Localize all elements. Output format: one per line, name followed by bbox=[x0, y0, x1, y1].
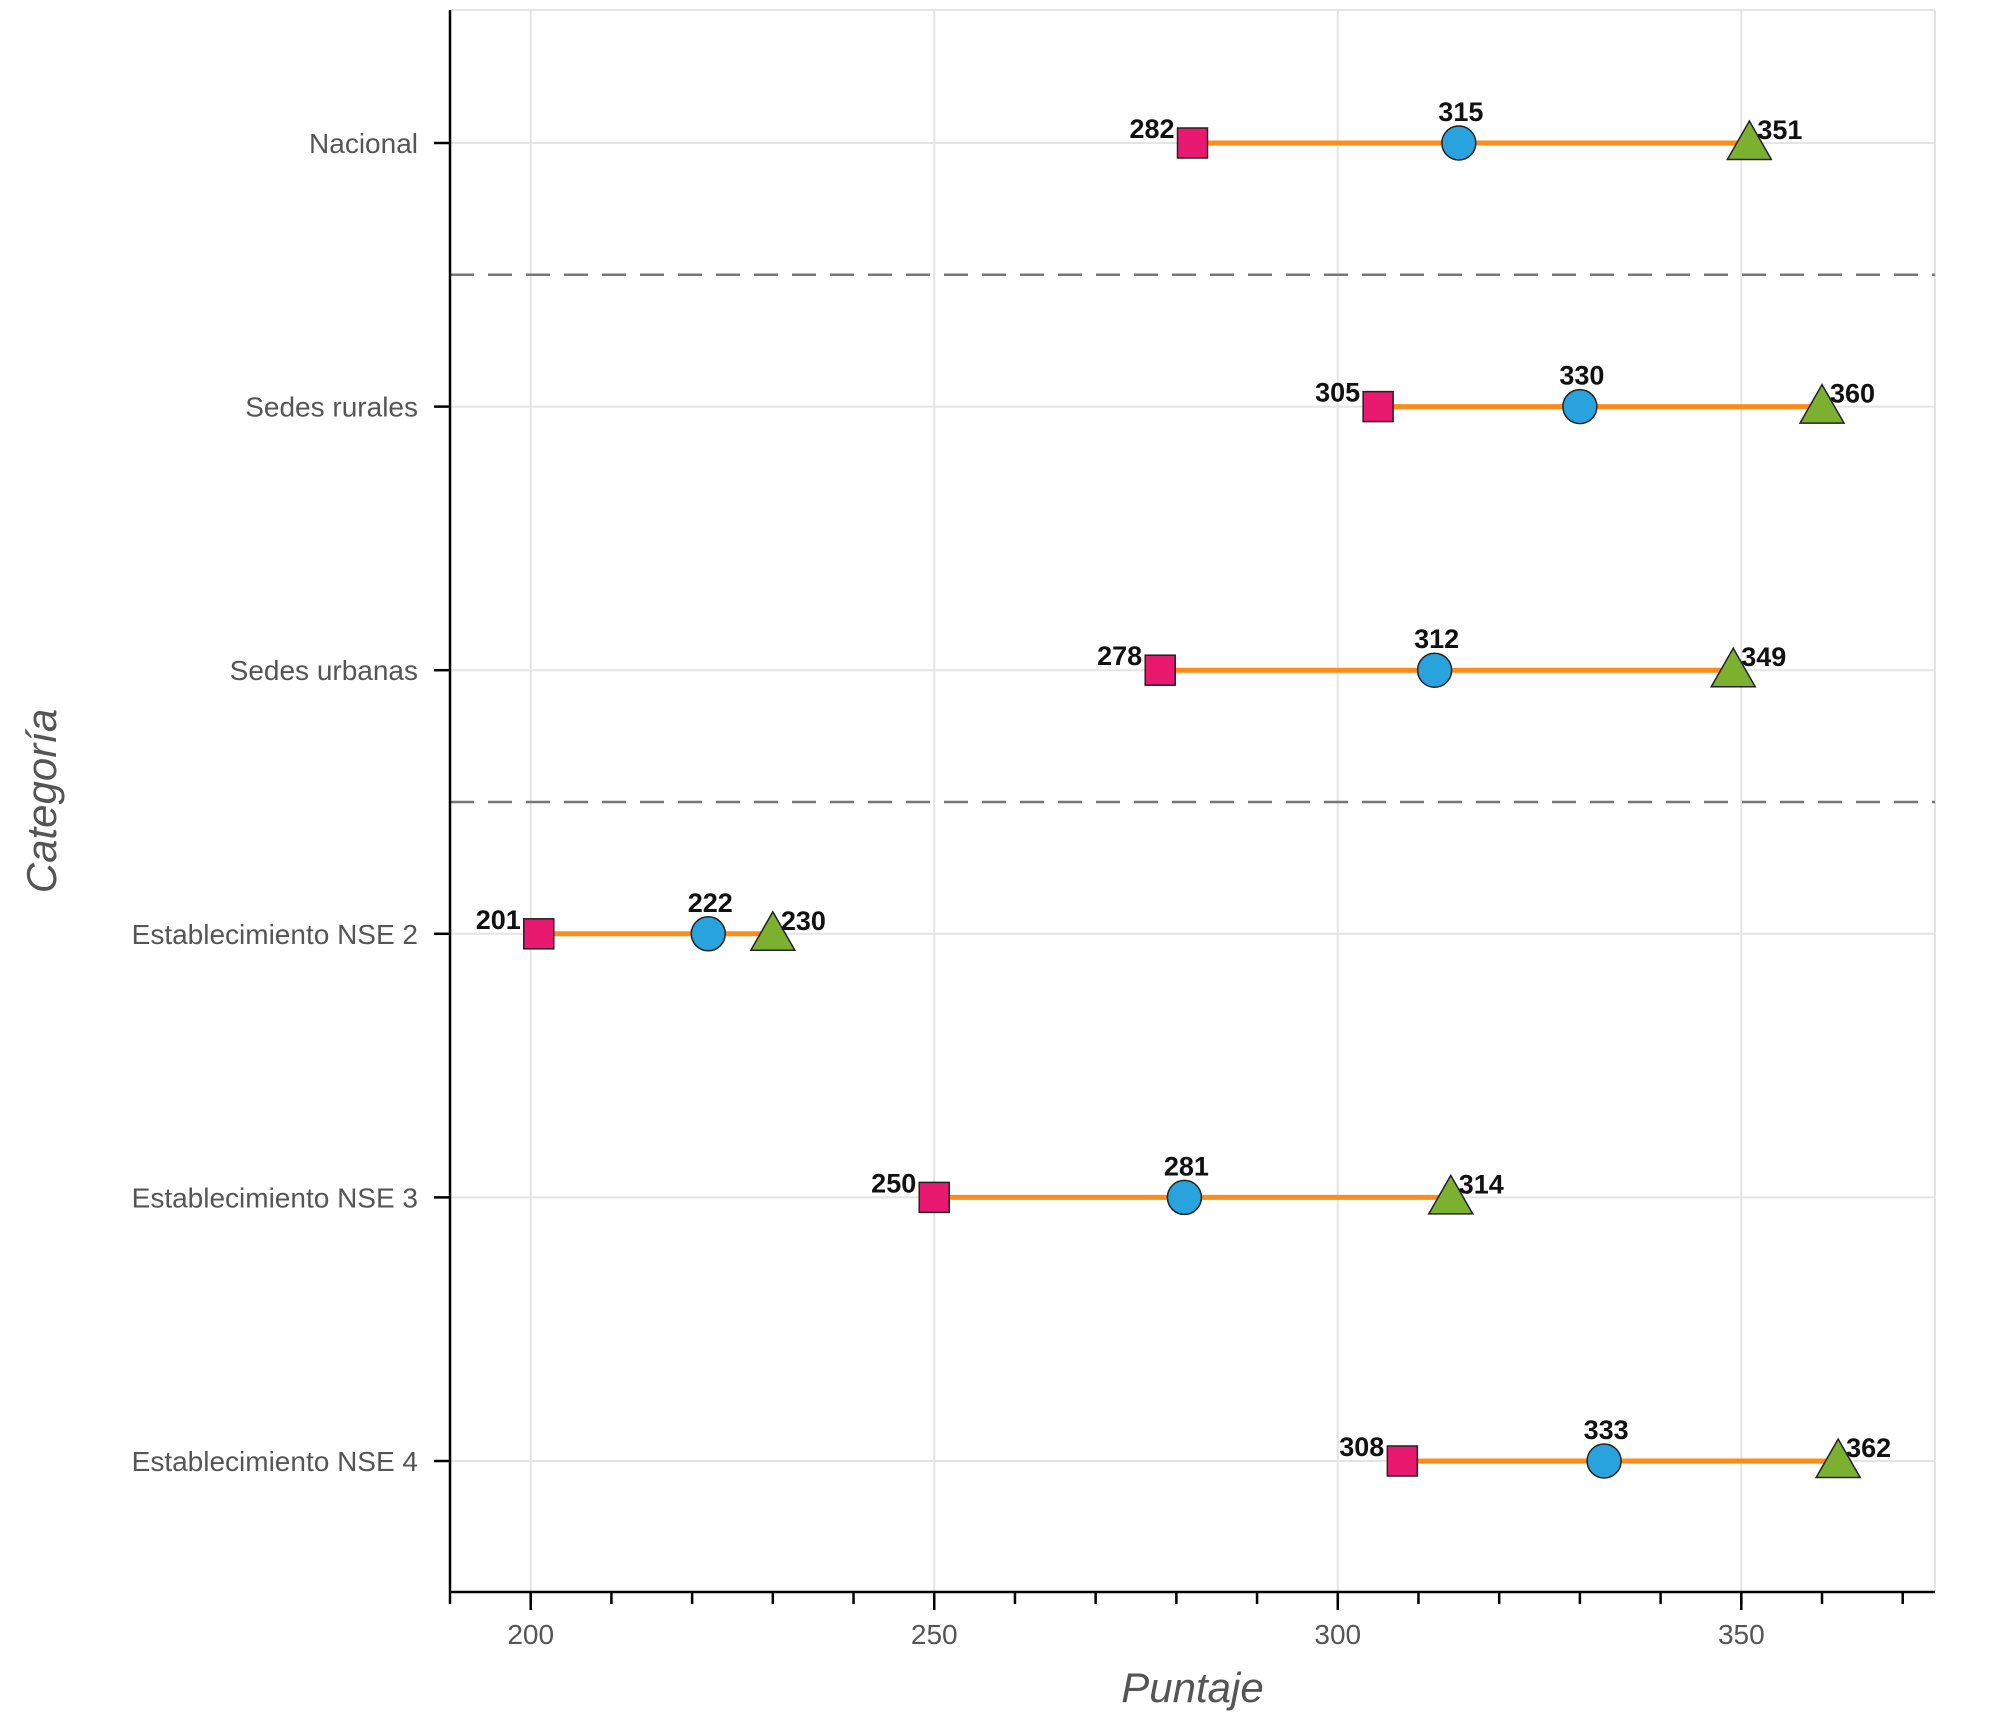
square-marker bbox=[1176, 127, 1209, 159]
y-category-label: Establecimiento NSE 3 bbox=[132, 1182, 418, 1213]
circle-marker bbox=[690, 916, 727, 952]
x-tick-label: 350 bbox=[1718, 1619, 1765, 1650]
triangle-value-label: 351 bbox=[1757, 115, 1802, 145]
triangle-marker bbox=[1798, 383, 1846, 424]
y-category-label: Sedes urbanas bbox=[230, 655, 418, 686]
group-separators bbox=[450, 273, 1935, 804]
triangle-marker bbox=[1814, 1437, 1862, 1479]
axes: 200 250 300 350 Nacional Sedes rurales Sedes u… bbox=[132, 10, 1935, 1650]
y-category-label: Sedes rurales bbox=[245, 392, 418, 423]
triangle-marker bbox=[1427, 1173, 1475, 1215]
y-category-label: Establecimiento NSE 4 bbox=[132, 1446, 418, 1477]
triangle-marker bbox=[1726, 119, 1773, 161]
square-marker bbox=[1362, 390, 1394, 423]
square-value-label: 305 bbox=[1315, 378, 1360, 408]
square-marker bbox=[523, 918, 555, 950]
square-value-label: 250 bbox=[871, 1168, 916, 1198]
circle-value-label: 312 bbox=[1414, 624, 1459, 654]
circle-marker bbox=[1562, 388, 1598, 425]
square-marker bbox=[918, 1181, 950, 1214]
triangle-value-label: 362 bbox=[1846, 1433, 1891, 1463]
data-marks: 282 351 315 305 360 330 278 349 312 201 230 222 250 3… bbox=[476, 97, 1891, 1479]
square-value-label: 282 bbox=[1129, 114, 1174, 144]
triangle-value-label: 314 bbox=[1459, 1169, 1504, 1199]
circle-marker bbox=[1416, 652, 1453, 688]
circle-value-label: 333 bbox=[1584, 1415, 1629, 1445]
y-axis-title: Categoría bbox=[18, 709, 65, 893]
x-axis-title: Puntaje bbox=[1121, 1664, 1263, 1711]
triangle-value-label: 349 bbox=[1741, 642, 1786, 672]
y-category-label: Nacional bbox=[309, 128, 418, 159]
circle-value-label: 222 bbox=[688, 888, 733, 918]
triangle-value-label: 360 bbox=[1830, 379, 1875, 409]
triangle-marker bbox=[1709, 646, 1757, 688]
square-value-label: 308 bbox=[1339, 1432, 1384, 1462]
square-value-label: 201 bbox=[476, 905, 521, 935]
square-value-label: 278 bbox=[1097, 641, 1142, 671]
circle-value-label: 281 bbox=[1164, 1151, 1209, 1181]
circle-value-label: 315 bbox=[1438, 97, 1483, 127]
y-category-label: Establecimiento NSE 2 bbox=[132, 919, 418, 950]
x-tick-label: 200 bbox=[507, 1619, 554, 1650]
x-tick-label: 250 bbox=[911, 1619, 958, 1650]
circle-value-label: 330 bbox=[1559, 361, 1604, 391]
square-marker bbox=[1386, 1445, 1419, 1477]
triangle-marker bbox=[749, 910, 797, 952]
square-marker bbox=[1144, 654, 1176, 686]
circle-marker bbox=[1441, 125, 1477, 161]
circle-marker bbox=[1166, 1179, 1203, 1216]
x-tick-label: 300 bbox=[1314, 1619, 1361, 1650]
triangle-value-label: 230 bbox=[781, 906, 826, 936]
circle-marker bbox=[1586, 1443, 1622, 1479]
